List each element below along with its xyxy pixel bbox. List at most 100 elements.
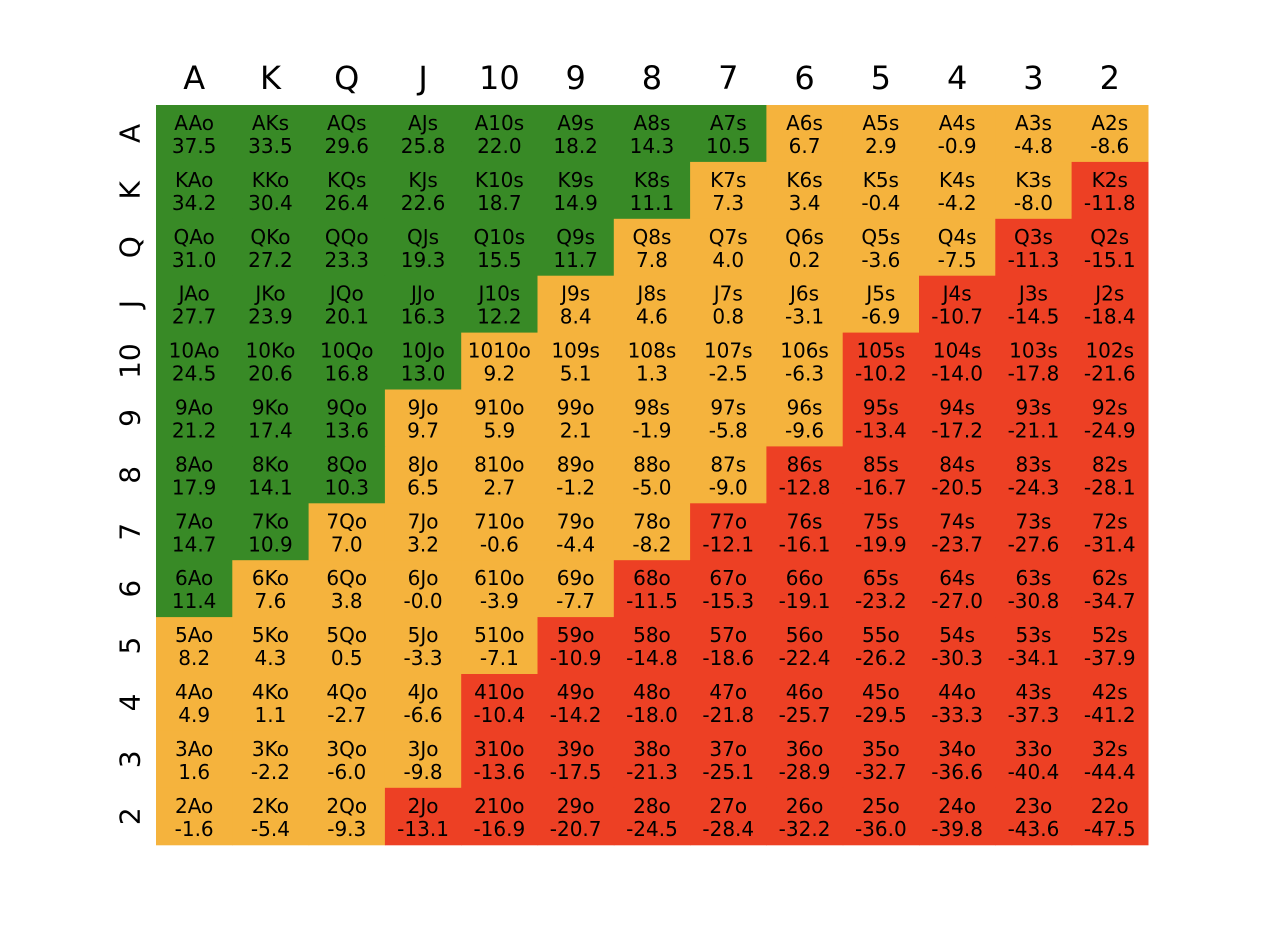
cell-value-label: -17.5 — [550, 760, 602, 784]
column-label-8: 6 — [794, 59, 814, 97]
cell-value-label: 11.4 — [172, 589, 217, 613]
cell-hand-label: 5Ko — [252, 623, 289, 647]
cell-hand-label: K4s — [939, 168, 975, 192]
cell-fill — [766, 787, 844, 846]
cell-hand-label: 65s — [863, 566, 899, 590]
heatmap-cell: 72s-31.4 — [1071, 503, 1149, 561]
cell-value-label: -1.9 — [632, 419, 671, 443]
cell-fill — [232, 560, 310, 618]
cell-hand-label: 9Jo — [408, 396, 439, 420]
heatmap-cell: 68o-11.5 — [613, 560, 691, 618]
cell-value-label: -6.0 — [327, 760, 366, 784]
cell-fill — [232, 446, 310, 504]
heatmap-cell: 24o-39.8 — [919, 787, 996, 846]
cell-fill — [842, 787, 920, 846]
cell-fill — [766, 161, 844, 220]
heatmap-cell: 48o-18.0 — [613, 674, 691, 732]
heatmap-cell: 3Ko-2.2 — [232, 730, 310, 789]
cell-value-label: 31.0 — [172, 248, 217, 272]
cell-value-label: -3.9 — [480, 589, 519, 613]
cell-fill — [537, 446, 615, 504]
cell-fill — [766, 218, 844, 277]
cell-fill — [613, 674, 691, 732]
cell-value-label: -26.2 — [855, 646, 907, 670]
cell-hand-label: 107s — [704, 339, 753, 363]
cell-value-label: 3.2 — [407, 532, 439, 556]
cell-fill — [690, 389, 767, 447]
cell-hand-label: 109s — [551, 339, 600, 363]
cell-value-label: -10.2 — [855, 362, 907, 386]
cell-value-label: 33.5 — [248, 134, 293, 158]
cell-hand-label: 6Ao — [175, 566, 213, 590]
cell-hand-label: 48o — [633, 680, 671, 704]
cell-hand-label: 95s — [863, 396, 899, 420]
cell-fill — [1071, 161, 1149, 220]
cell-fill — [384, 617, 462, 675]
heatmap-cell: 410o-10.4 — [461, 674, 539, 732]
cell-hand-label: 26o — [786, 794, 824, 818]
cell-fill — [232, 617, 310, 675]
cell-value-label: -14.5 — [1008, 305, 1060, 329]
cell-hand-label: 35o — [862, 737, 900, 761]
cell-fill — [537, 389, 615, 447]
cell-value-label: 15.5 — [477, 248, 522, 272]
cell-value-label: 1.6 — [178, 760, 210, 784]
column-label-10: 4 — [947, 59, 967, 97]
cell-fill — [690, 446, 767, 504]
cell-hand-label: QJs — [407, 225, 439, 249]
cell-hand-label: Q9s — [556, 225, 595, 249]
cell-hand-label: 88o — [633, 452, 671, 476]
cell-value-label: -6.6 — [404, 703, 443, 727]
cell-fill — [156, 503, 233, 561]
cell-value-label: -13.4 — [855, 419, 907, 443]
cell-value-label: -20.7 — [550, 817, 602, 841]
cell-fill — [537, 617, 615, 675]
cell-value-label: 0.2 — [789, 248, 821, 272]
cell-value-label: -31.4 — [1084, 532, 1136, 556]
cell-hand-label: 10Jo — [401, 339, 445, 363]
cell-value-label: 2.7 — [483, 475, 515, 499]
cell-fill — [1071, 787, 1149, 846]
cell-hand-label: A8s — [634, 111, 671, 135]
cell-value-label: 9.2 — [483, 362, 515, 386]
cell-fill — [156, 446, 233, 504]
cell-hand-label: 102s — [1085, 339, 1134, 363]
row-label-1: K — [114, 181, 147, 200]
cell-hand-label: 64s — [939, 566, 975, 590]
cell-fill — [919, 446, 996, 504]
cell-value-label: 16.8 — [324, 362, 369, 386]
heatmap-cell: 82s-28.1 — [1071, 446, 1149, 504]
cell-fill — [842, 332, 920, 391]
cell-fill — [461, 161, 539, 220]
cell-hand-label: J4s — [941, 282, 972, 306]
cell-fill — [690, 332, 767, 391]
cell-hand-label: 810o — [474, 452, 524, 476]
cell-fill — [842, 275, 920, 334]
cell-hand-label: A5s — [862, 111, 899, 135]
heatmap-cell: A4s-0.9 — [919, 105, 996, 163]
cell-hand-label: 3Jo — [408, 737, 439, 761]
cell-hand-label: 10Ko — [246, 339, 296, 363]
cell-value-label: -2.5 — [709, 362, 748, 386]
cell-hand-label: 44o — [938, 680, 976, 704]
heatmap-cell: 95s-13.4 — [842, 389, 920, 447]
cell-fill — [156, 787, 233, 846]
cell-value-label: -47.5 — [1084, 817, 1136, 841]
heatmap-cell: 32s-44.4 — [1071, 730, 1149, 789]
heatmap-cell: 56o-22.4 — [766, 617, 844, 675]
cell-hand-label: 49o — [557, 680, 595, 704]
cell-hand-label: 72s — [1092, 509, 1128, 533]
cell-hand-label: KQs — [327, 168, 366, 192]
cell-fill — [537, 332, 615, 391]
cell-fill — [384, 446, 462, 504]
heatmap-cell: 57o-18.6 — [690, 617, 767, 675]
cell-fill — [613, 161, 691, 220]
cell-value-label: -15.1 — [1084, 248, 1136, 272]
